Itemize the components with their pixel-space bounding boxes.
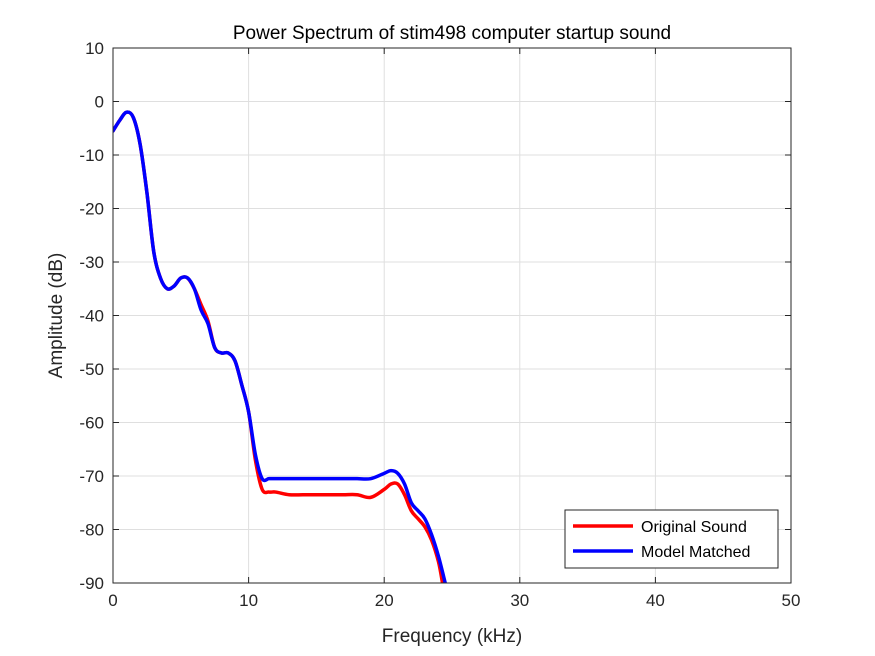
y-tick-label: -90 [79,574,104,593]
x-tick-label: 30 [510,591,529,610]
legend-box [564,509,779,569]
series-line-model-matched [113,110,447,583]
y-tick-label: -20 [79,200,104,219]
y-tick-label: -60 [79,414,104,433]
legend-entry-label: Model Matched [641,544,750,561]
x-tick-label: 0 [108,591,117,610]
x-tick-label: 20 [375,591,394,610]
x-tick-label: 40 [646,591,665,610]
x-tick-label: 50 [782,591,801,610]
y-tick-label: 10 [85,39,104,58]
x-tick-label: 10 [239,591,258,610]
grid-lines [113,48,791,583]
y-tick-label: -30 [79,253,104,272]
legend: Original Sound Model Matched [564,509,779,569]
y-tick-label: -50 [79,360,104,379]
series-layer [113,110,447,583]
y-tick-label: -10 [79,146,104,165]
y-tick-label: 0 [95,93,104,112]
chart-title: Power Spectrum of stim498 computer start… [233,23,671,44]
axis-ticks: 0 10 20 30 40 50 10 0 -10 -20 -30 -40 -50 -60 -70 -80 -9… [79,39,800,610]
legend-entry-label: Original Sound [641,519,747,536]
x-axis-label: Frequency (kHz) [382,626,522,647]
y-tick-label: -80 [79,521,104,540]
y-tick-label: -70 [79,467,104,486]
y-tick-label: -40 [79,307,104,326]
y-axis-label: Amplitude (dB) [46,253,67,379]
